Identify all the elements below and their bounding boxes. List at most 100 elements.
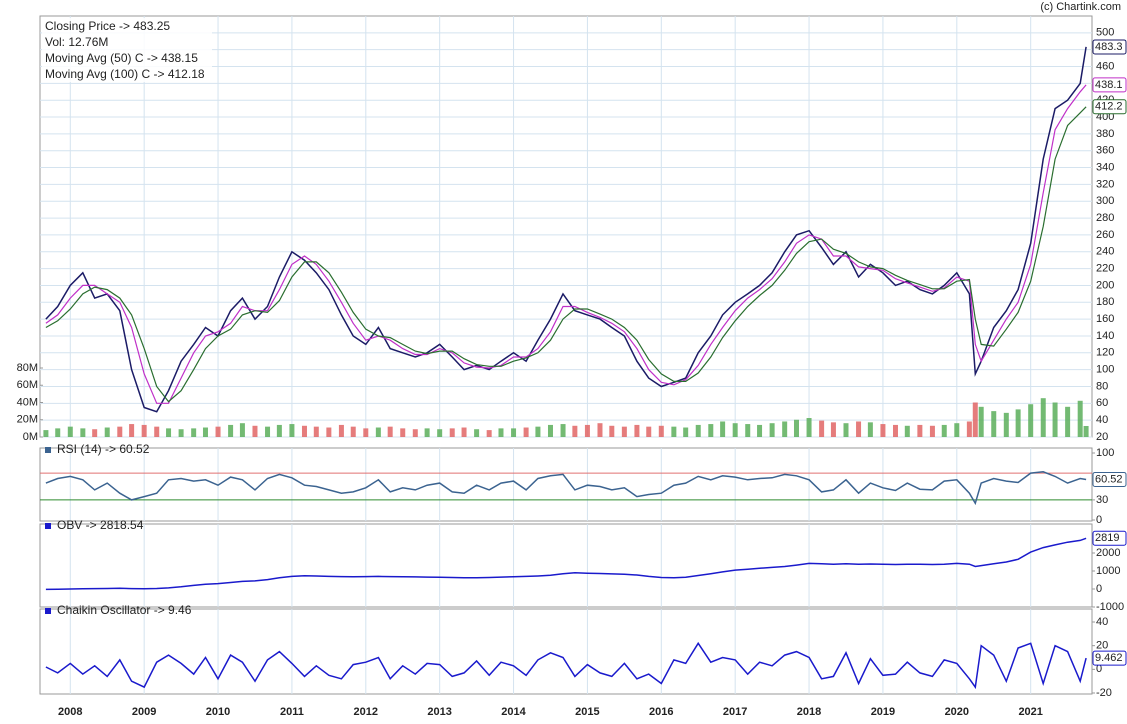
y2-tick-label: 0M: [23, 431, 38, 443]
y-tick-label: 340: [1096, 161, 1114, 173]
volume-bar: [819, 420, 825, 437]
y-tick-label: 40: [1096, 616, 1108, 628]
volume-bar: [782, 421, 788, 437]
volume-bar: [523, 427, 529, 437]
volume-bar: [338, 424, 344, 437]
x-tick-label: 2020: [945, 706, 969, 718]
x-tick-label: 2016: [649, 706, 673, 718]
volume-bar: [732, 423, 738, 437]
y-tick-label: 100: [1096, 447, 1114, 459]
volume-bar: [954, 423, 960, 437]
legend-entry: Moving Avg (100) C -> 412.18: [45, 67, 205, 81]
value-marker-label: 9.462: [1095, 652, 1123, 664]
y2-tick-label: 40M: [17, 396, 38, 408]
series-line: [45, 84, 1087, 404]
volume-bar: [461, 427, 467, 437]
value-marker: [1092, 650, 1127, 666]
y-tick-label: 160: [1096, 313, 1114, 325]
volume-bar: [1028, 404, 1034, 437]
volume-bar: [1052, 402, 1058, 437]
volume-bar: [474, 429, 480, 437]
volume-bar: [350, 426, 356, 437]
x-tick-label: 2013: [427, 706, 451, 718]
volume-bar: [265, 426, 271, 437]
volume-bar: [634, 424, 640, 437]
panel-title: OBV -> 2818.54: [57, 518, 144, 532]
x-tick-label: 2019: [871, 706, 895, 718]
y-tick-label: 100: [1096, 364, 1114, 376]
volume-bar: [584, 424, 590, 437]
y-tick-label: 220: [1096, 263, 1114, 275]
volume-bar: [387, 426, 393, 437]
y-tick-label: 240: [1096, 246, 1114, 258]
y2-tick-label: 60M: [17, 379, 38, 391]
y-tick-label: 20: [1096, 640, 1108, 652]
y-tick-label: 200: [1096, 279, 1114, 291]
volume-bar: [1077, 400, 1083, 437]
x-tick-label: 2014: [501, 706, 526, 718]
volume-bar: [178, 429, 184, 437]
y-tick-label: 140: [1096, 330, 1114, 342]
x-tick-label: 2012: [354, 706, 378, 718]
y-tick-label: 20: [1096, 431, 1108, 443]
panel-title: RSI (14) -> 60.52: [57, 442, 150, 456]
value-marker-label: 60.52: [1095, 473, 1123, 485]
value-marker: [1092, 39, 1127, 55]
volume-bar: [671, 426, 677, 437]
x-tick-label: 2021: [1018, 706, 1042, 718]
volume-bar: [695, 424, 701, 437]
volume-bar: [486, 430, 492, 437]
y-tick-label: 380: [1096, 128, 1114, 140]
volume-bar: [978, 406, 984, 437]
volume-bar: [867, 422, 873, 437]
value-marker: [1092, 77, 1127, 93]
volume-bar: [991, 411, 997, 437]
series-line: [45, 537, 1087, 591]
volume-bar: [830, 422, 836, 437]
volume-bar: [1015, 409, 1021, 437]
volume-bar: [437, 429, 443, 437]
volume-bar: [972, 402, 978, 437]
volume-bar: [745, 424, 751, 437]
y-tick-label: 500: [1096, 27, 1114, 39]
volume-bar: [843, 423, 849, 437]
series-line: [45, 106, 1087, 403]
volume-bar: [572, 425, 578, 437]
volume-bar: [535, 426, 541, 437]
panel-frame: [39, 608, 1093, 695]
volume-bar: [129, 424, 135, 437]
volume-bar: [166, 428, 172, 437]
y-tick-label: 0: [1096, 514, 1102, 526]
volume-bar: [769, 423, 775, 437]
y-tick-label: 460: [1096, 60, 1114, 72]
y-tick-label: 180: [1096, 296, 1114, 308]
y2-tick-label: 80M: [17, 362, 38, 374]
volume-bar: [880, 424, 886, 437]
volume-bar: [917, 424, 923, 437]
value-marker: [1092, 530, 1127, 546]
x-tick-label: 2009: [132, 706, 156, 718]
volume-bar: [449, 428, 455, 437]
volume-bar: [966, 421, 972, 437]
volume-bar: [941, 424, 947, 437]
panel-frame: [39, 523, 1093, 608]
series-line: [45, 46, 1087, 413]
volume-bar: [301, 425, 307, 437]
volume-bar: [326, 427, 332, 437]
y-tick-label: 300: [1096, 195, 1114, 207]
volume-bar: [412, 429, 418, 437]
volume-bar: [929, 425, 935, 437]
value-marker-label: 483.3: [1095, 41, 1123, 53]
volume-bar: [289, 424, 295, 437]
legend-entry: Closing Price -> 483.25: [45, 19, 170, 33]
series-line: [45, 641, 1087, 690]
panel-frame: [39, 447, 1093, 522]
y2-tick-label: 20M: [17, 414, 38, 426]
volume-bar: [1065, 406, 1071, 437]
volume-bar: [793, 419, 799, 437]
volume-bar: [117, 426, 123, 437]
panel-title: Chaikin Oscillator -> 9.46: [57, 603, 192, 617]
y-tick-label: 1000: [1096, 565, 1120, 577]
volume-bar: [80, 428, 86, 437]
